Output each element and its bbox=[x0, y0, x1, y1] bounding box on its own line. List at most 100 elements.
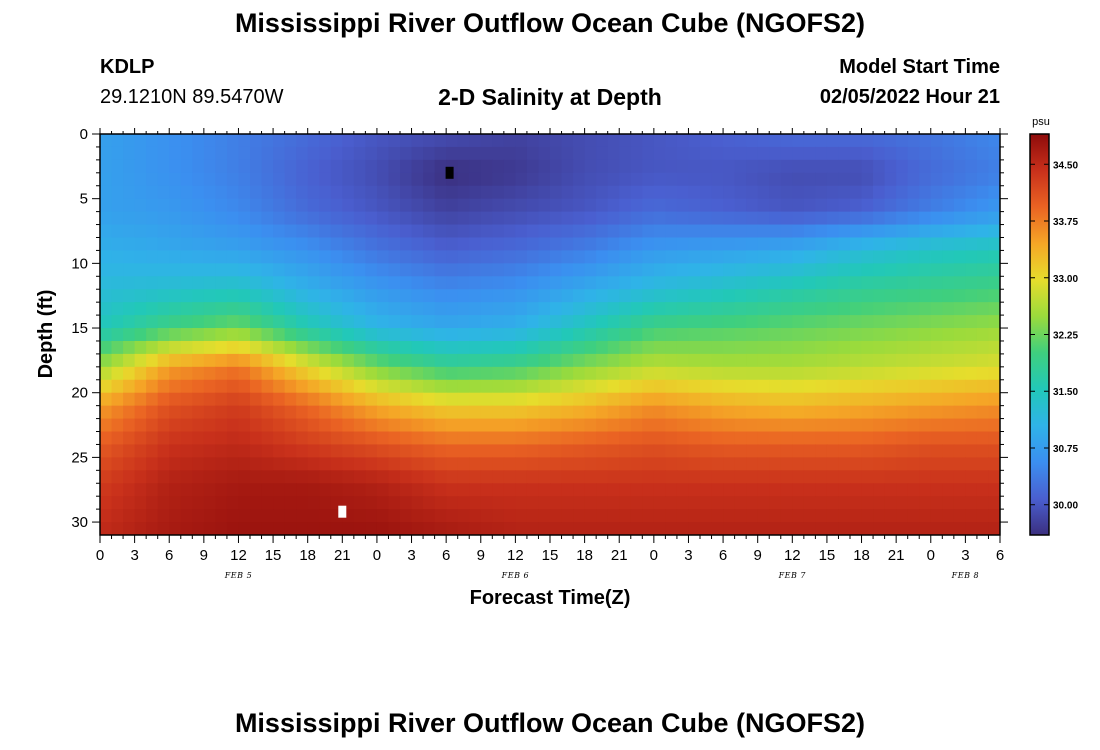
heatmap-cell bbox=[134, 405, 147, 420]
heatmap-cell bbox=[723, 237, 736, 252]
heatmap-cell bbox=[769, 431, 782, 446]
heatmap-cell bbox=[400, 185, 413, 200]
heatmap-cell bbox=[561, 159, 574, 174]
heatmap-cell bbox=[146, 483, 159, 497]
heatmap-cell bbox=[376, 315, 390, 329]
heatmap-cell bbox=[630, 509, 643, 523]
heatmap-cell bbox=[457, 328, 470, 342]
heatmap-cell bbox=[492, 146, 505, 161]
heatmap-cell bbox=[838, 276, 851, 290]
heatmap-cell bbox=[769, 263, 782, 277]
heatmap-cell bbox=[550, 405, 563, 420]
heatmap-cell bbox=[746, 198, 759, 213]
heatmap-cell bbox=[619, 211, 632, 226]
heatmap-cell bbox=[573, 289, 586, 303]
heatmap-cell bbox=[134, 418, 147, 433]
heatmap-cell bbox=[157, 405, 170, 420]
heatmap-cell bbox=[123, 470, 136, 484]
heatmap-cell bbox=[111, 366, 124, 381]
heatmap-cell bbox=[688, 470, 701, 484]
heatmap-cell bbox=[134, 211, 147, 226]
heatmap-cell bbox=[757, 418, 770, 433]
heatmap-cell bbox=[226, 263, 240, 277]
heatmap-cell bbox=[503, 431, 516, 446]
heatmap-cell bbox=[988, 159, 1000, 174]
heatmap-cell bbox=[469, 198, 482, 213]
heatmap-cell bbox=[123, 224, 136, 239]
heatmap-cell bbox=[319, 470, 332, 484]
heatmap-cell bbox=[976, 340, 990, 355]
heatmap-cell bbox=[307, 328, 320, 342]
heatmap-cell bbox=[307, 483, 320, 497]
heatmap-cell bbox=[446, 289, 459, 303]
heatmap-cell bbox=[792, 263, 805, 277]
heatmap-cell bbox=[919, 328, 932, 342]
heatmap-cell bbox=[930, 522, 943, 535]
heatmap-cell bbox=[330, 457, 343, 471]
heatmap-cell bbox=[238, 444, 251, 458]
heatmap-cell bbox=[746, 172, 759, 187]
heatmap-cell bbox=[688, 483, 701, 497]
x-tick-label: 3 bbox=[407, 547, 415, 564]
heatmap-cell bbox=[376, 470, 390, 484]
heatmap-cell bbox=[561, 418, 574, 433]
heatmap-cell bbox=[746, 211, 759, 226]
heatmap-cell bbox=[630, 263, 643, 277]
heatmap-cell bbox=[284, 496, 297, 510]
heatmap-cell bbox=[619, 431, 632, 446]
heatmap-cell bbox=[861, 237, 874, 252]
station-coordinates: 29.1210N 89.5470W bbox=[100, 86, 284, 108]
heatmap-cell bbox=[457, 366, 470, 381]
heatmap-cell bbox=[619, 172, 632, 187]
heatmap-cell bbox=[861, 444, 874, 458]
heatmap-cell bbox=[100, 457, 113, 471]
heatmap-cell bbox=[803, 522, 816, 535]
heatmap-cell bbox=[780, 405, 793, 420]
heatmap-cell bbox=[342, 315, 355, 329]
heatmap-cell bbox=[284, 431, 297, 446]
heatmap-cell bbox=[376, 418, 390, 433]
y-tick-label: 15 bbox=[71, 320, 88, 337]
heatmap-cell bbox=[642, 224, 655, 239]
heatmap-cell bbox=[423, 366, 436, 381]
heatmap-cell bbox=[607, 237, 620, 252]
heatmap-cell bbox=[319, 198, 332, 213]
heatmap-cell bbox=[711, 353, 724, 368]
heatmap-cell bbox=[896, 392, 909, 407]
heatmap-cell bbox=[711, 237, 724, 252]
heatmap-cell bbox=[930, 276, 943, 290]
heatmap-cell bbox=[653, 289, 666, 303]
heatmap-cell bbox=[665, 392, 678, 407]
heatmap-cell bbox=[792, 457, 805, 471]
heatmap-cell bbox=[526, 483, 540, 497]
heatmap-cell bbox=[665, 237, 678, 252]
heatmap-cell bbox=[780, 379, 793, 394]
heatmap-cell bbox=[584, 496, 597, 510]
heatmap-cell bbox=[480, 392, 493, 407]
heatmap-cell bbox=[815, 392, 828, 407]
heatmap-cell bbox=[688, 263, 701, 277]
heatmap-cell bbox=[953, 353, 966, 368]
heatmap-cell bbox=[157, 522, 170, 535]
heatmap-cell bbox=[826, 315, 840, 329]
heatmap-cell bbox=[976, 444, 990, 458]
heatmap-cell bbox=[526, 496, 540, 510]
heatmap-cell bbox=[988, 134, 1000, 148]
heatmap-cell bbox=[988, 340, 1000, 355]
heatmap-cell bbox=[330, 418, 343, 433]
heatmap-cell bbox=[642, 159, 655, 174]
heatmap-cell bbox=[896, 263, 909, 277]
heatmap-cell bbox=[273, 431, 286, 446]
heatmap-cell bbox=[746, 263, 759, 277]
heatmap-cell bbox=[273, 353, 286, 368]
heatmap-cell bbox=[757, 146, 770, 161]
heatmap-cell bbox=[330, 159, 343, 174]
heatmap-cell bbox=[757, 483, 770, 497]
heatmap-cell bbox=[653, 392, 666, 407]
heatmap-cell bbox=[907, 444, 920, 458]
heatmap-cell bbox=[665, 250, 678, 264]
heatmap-cell bbox=[873, 457, 886, 471]
heatmap-cell bbox=[365, 315, 378, 329]
heatmap-cell bbox=[203, 418, 216, 433]
heatmap-cell bbox=[538, 250, 551, 264]
